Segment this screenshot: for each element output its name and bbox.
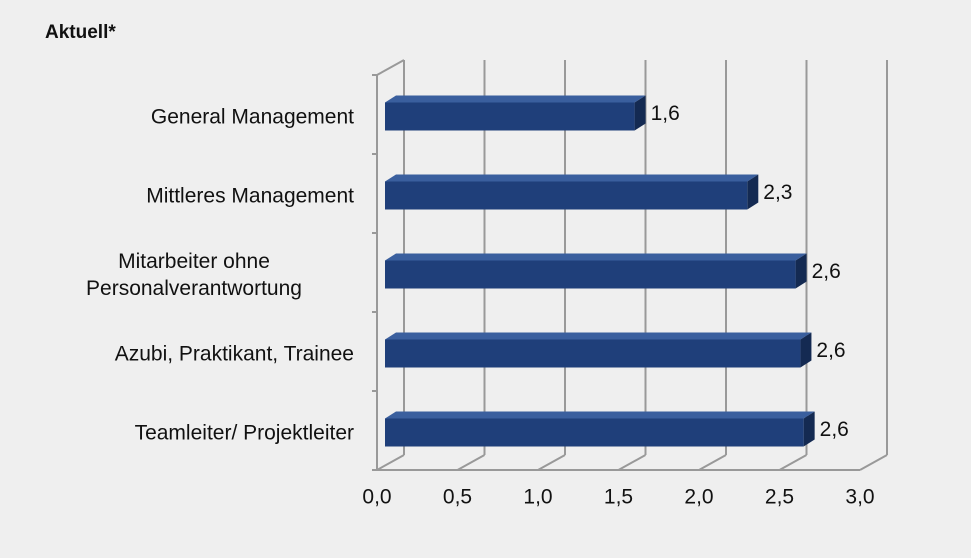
x-tick-label: 3,0 xyxy=(845,486,874,509)
y-tick-label: General Management xyxy=(150,105,354,128)
floor-grid-line xyxy=(859,454,888,471)
back-wall-edge xyxy=(376,59,405,76)
value-label: 1,6 xyxy=(651,102,680,125)
bar-top xyxy=(385,253,807,261)
x-tick-label: 0,5 xyxy=(443,486,472,509)
bar-end xyxy=(634,95,646,131)
floor-grid-line xyxy=(376,454,405,471)
bar-top xyxy=(385,174,759,182)
y-tick-label: Azubi, Praktikant, Trainee xyxy=(114,342,354,365)
floor-grid-line xyxy=(698,454,727,471)
floor-grid-line xyxy=(618,454,646,471)
floor-grid-line xyxy=(537,454,566,471)
bar-top xyxy=(385,95,646,103)
bar-end xyxy=(747,174,759,210)
y-tick-label: Teamleiter/ Projektleiter xyxy=(134,421,354,444)
floor-grid-line xyxy=(457,454,485,471)
bar xyxy=(385,181,748,210)
value-label: 2,3 xyxy=(763,181,792,204)
x-tick-label: 0,0 xyxy=(362,486,391,509)
bar xyxy=(385,260,796,289)
value-label: 2,6 xyxy=(820,418,849,441)
bar-top xyxy=(385,411,815,419)
floor-grid-line xyxy=(779,454,807,471)
bar-end xyxy=(795,253,807,289)
value-label: 2,6 xyxy=(812,260,841,283)
chart-title: Aktuell* xyxy=(45,22,116,43)
x-tick-label: 2,0 xyxy=(684,486,713,509)
bar-end xyxy=(803,411,815,447)
value-label: 2,6 xyxy=(816,339,845,362)
bar-top xyxy=(385,332,812,340)
bar xyxy=(385,102,635,131)
bar xyxy=(385,418,804,447)
y-tick-label: Mitarbeiter ohne Personalverantwortung xyxy=(86,249,302,300)
x-tick-label: 2,5 xyxy=(765,486,794,509)
x-tick-label: 1,0 xyxy=(523,486,552,509)
bar xyxy=(385,339,801,368)
bar-end xyxy=(800,332,812,368)
x-tick-label: 1,5 xyxy=(604,486,633,509)
y-tick-label: Mittleres Management xyxy=(146,184,354,207)
